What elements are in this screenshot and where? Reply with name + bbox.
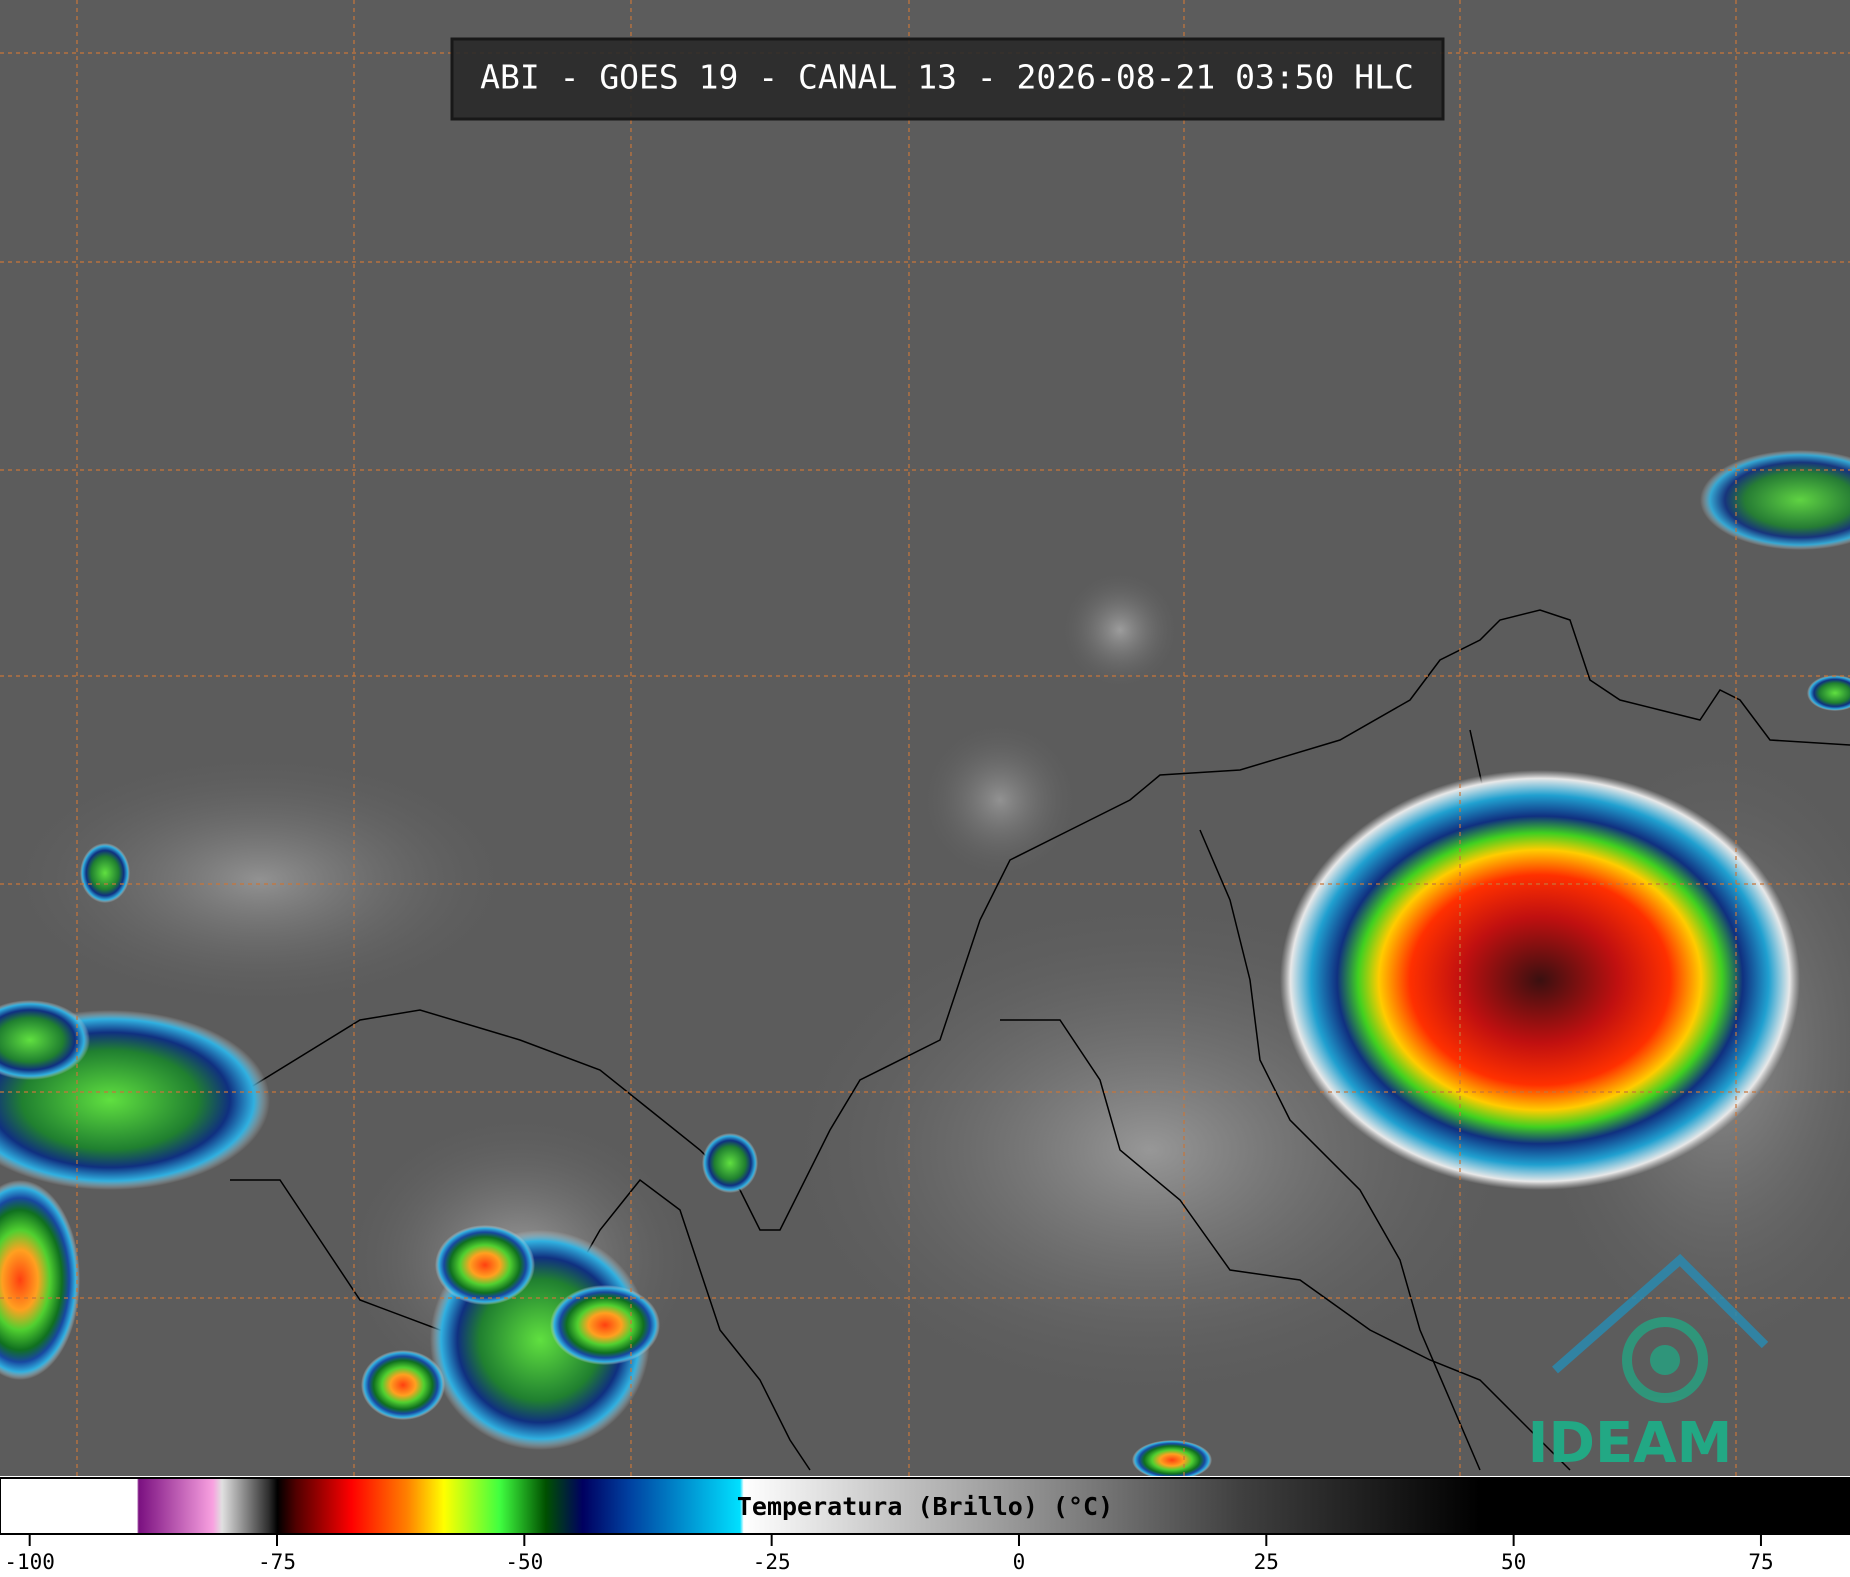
logo-text: IDEAM xyxy=(1528,1411,1733,1476)
title-box xyxy=(450,37,1445,121)
tick-label: 25 xyxy=(1254,1550,1279,1574)
tick-label: 0 xyxy=(1013,1550,1026,1574)
colorbar xyxy=(0,1477,1850,1535)
logo xyxy=(1552,1253,1769,1403)
tick-label: -75 xyxy=(258,1550,296,1574)
colorbar-ticks: -100 -75 -50 -25 0 25 50 75 xyxy=(4,1534,1774,1574)
tick-label: -100 xyxy=(4,1550,55,1574)
tick-label: -25 xyxy=(753,1550,791,1574)
coastline xyxy=(0,609,1850,1471)
convection xyxy=(0,450,1850,1480)
colorbar-label: Temperatura (Brillo) (°C) xyxy=(737,1492,1113,1521)
tick-label: 75 xyxy=(1748,1550,1773,1574)
title: ABI - GOES 19 - CANAL 13 - 2026-08-21 03… xyxy=(480,58,1414,97)
tick-label: 50 xyxy=(1501,1550,1526,1574)
graticule xyxy=(0,0,1850,1476)
tick-label: -50 xyxy=(505,1550,543,1574)
